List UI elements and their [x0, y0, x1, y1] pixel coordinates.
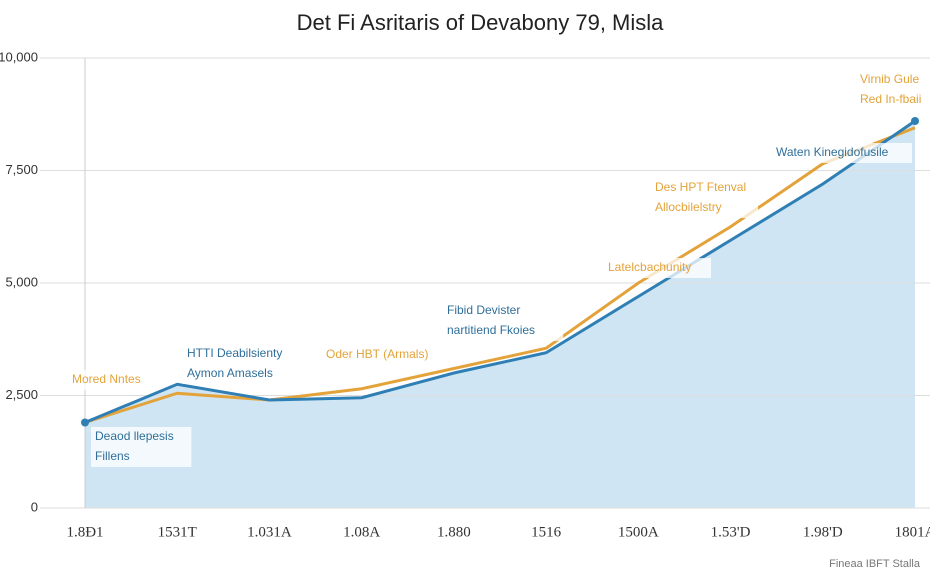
point [81, 418, 89, 427]
annotation: Mored Nntes [68, 370, 149, 390]
y-tick-label: 0 [31, 499, 38, 514]
annotation-text: nartitiend Fkoies [447, 323, 535, 337]
annotation-box [772, 143, 912, 163]
annotation-text: Fibid Devister [447, 303, 520, 317]
x-tick-label: 1.08A [343, 524, 380, 540]
annotation-text: Aymon Amasels [187, 366, 273, 380]
x-tick-label: 1.880 [437, 524, 471, 540]
annotation-text: Waten Kinegidofusile [776, 145, 889, 159]
annotation-box [443, 301, 564, 341]
annotation: Virnib Gule Red In-fbaii [856, 70, 930, 110]
annotation: Fibid Devister nartitiend Fkoies [443, 301, 564, 341]
annotation-box [183, 344, 304, 384]
annotation: Oder HBT (Armals) [322, 345, 443, 365]
x-tick-label: 1801A [895, 524, 930, 540]
annotation-box [322, 345, 443, 365]
annotation-box [91, 427, 192, 467]
line [84, 126, 916, 424]
point [911, 117, 919, 125]
annotation-box [856, 70, 930, 110]
y-tick-label: 7,500 [5, 162, 38, 177]
line [84, 119, 916, 424]
annotation: Des HPT Ftenval Allocbilelstry [651, 178, 758, 218]
annotation-text: HTTI Deabilsienty [187, 346, 282, 360]
x-tick-label: 1.8Đ1 [66, 524, 103, 540]
x-tick-label: 1500A [618, 524, 659, 540]
annotation-box [651, 178, 758, 218]
footer: Fineaa IBFT Stalla [829, 558, 921, 570]
annotation: Latelcbachunity [604, 258, 711, 278]
annotation-text: Virnib Gule [860, 72, 919, 86]
y-tick-label: 10,000 [0, 49, 38, 64]
annotation-box [604, 258, 711, 278]
x-tick-label: 1.031A [247, 524, 292, 540]
y-tick-label: 5,000 [5, 274, 38, 289]
annotation: Deaod llepesis Fillens [91, 427, 192, 467]
annotation-text: Latelcbachunity [608, 260, 691, 274]
x-tick-label: 1516 [531, 524, 562, 540]
chart-title: Det Fi Asritaris of Devabony 79, Misla [297, 10, 665, 35]
x-tick-label: 1.53'D [711, 524, 751, 540]
annotation-text: Fillens [95, 449, 130, 463]
x-tick-label: 1531T [158, 524, 197, 540]
annotation-text: Allocbilelstry [655, 200, 722, 214]
y-tick-label: 2,500 [5, 387, 38, 402]
annotation-text: Oder HBT (Armals) [326, 347, 428, 361]
annotation-text: Deaod llepesis [95, 429, 174, 443]
annotation-text: Mored Nntes [72, 372, 141, 386]
x-tick-label: 1.98'D [803, 524, 843, 540]
annotation: HTTI Deabilsienty Aymon Amasels [183, 344, 304, 384]
annotation-box [68, 370, 149, 390]
area [85, 121, 915, 508]
annotation-text: Des HPT Ftenval [655, 180, 746, 194]
annotation: Waten Kinegidofusile [772, 143, 912, 163]
annotation-text: Red In-fbaii [860, 92, 921, 106]
